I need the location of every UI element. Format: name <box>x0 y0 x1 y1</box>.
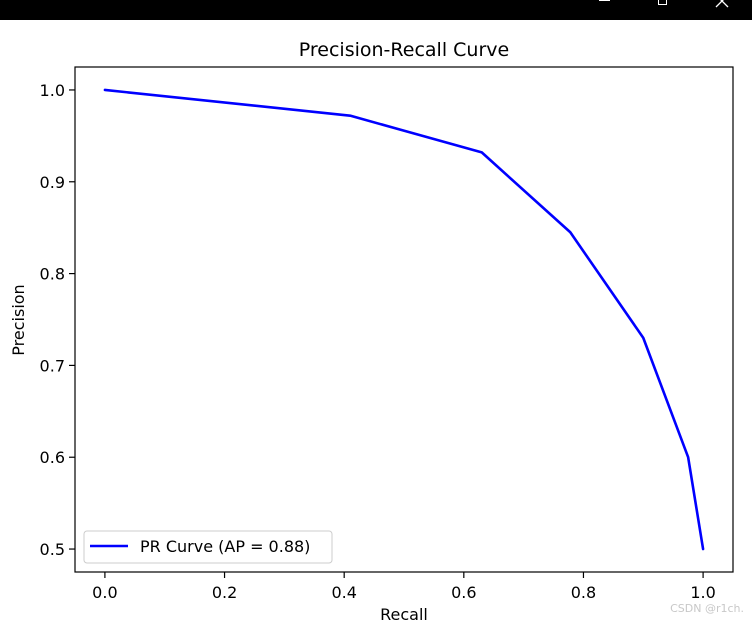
maximize-icon <box>658 0 667 5</box>
y-axis-label: Precision <box>9 284 28 355</box>
plot-area-frame <box>74 66 734 573</box>
x-axis-label: Recall <box>380 605 428 620</box>
close-icon <box>715 0 729 8</box>
x-tick-label: 1.0 <box>690 583 715 602</box>
maximize-button[interactable] <box>650 0 674 8</box>
chart-title: Precision-Recall Curve <box>299 39 509 61</box>
window-title-bar <box>0 0 752 20</box>
y-tick-label: 0.7 <box>40 356 65 375</box>
x-tick-label: 0.8 <box>571 583 596 602</box>
watermark: CSDN @r1ch. <box>670 602 744 615</box>
series-line-pr-curve <box>103 88 705 551</box>
y-tick-label: 0.6 <box>40 448 65 467</box>
plot-layer: 0.0 0.2 0.4 0.6 0.8 1.0 0.5 0.6 0.7 0.8 0.9 1.0 <box>40 81 716 602</box>
legend-box <box>83 530 333 564</box>
x-tick-label: 0.0 <box>92 583 117 602</box>
y-tick-label: 0.9 <box>40 173 65 192</box>
x-tick-label: 0.4 <box>331 583 356 602</box>
y-tick-label: 1.0 <box>40 81 65 100</box>
legend: PR Curve (AP = 0.88) <box>83 530 333 564</box>
legend-label-pr-curve: PR Curve (AP = 0.88) <box>140 537 310 556</box>
close-button[interactable] <box>709 0 733 8</box>
y-tick-label: 0.5 <box>40 540 65 559</box>
minimize-button[interactable] <box>592 0 616 8</box>
y-tick-label: 0.8 <box>40 265 65 284</box>
x-tick-label: 0.6 <box>451 583 476 602</box>
minimize-icon <box>599 0 610 1</box>
x-tick-label: 0.2 <box>212 583 237 602</box>
